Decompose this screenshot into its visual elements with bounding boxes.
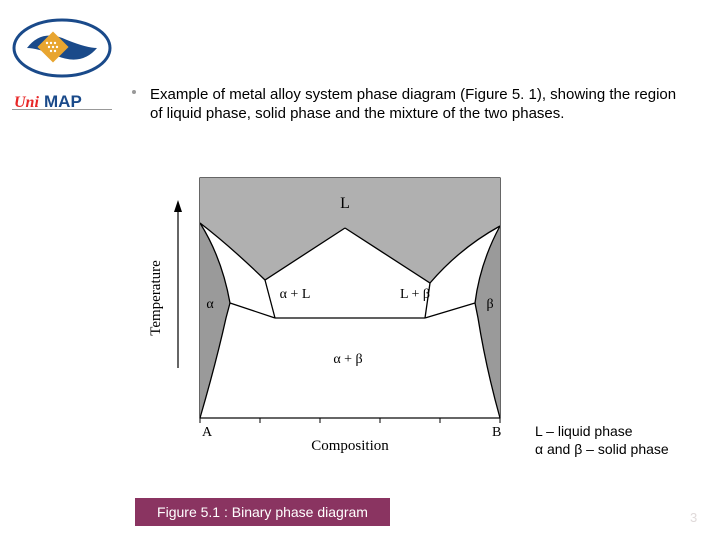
legend: L – liquid phase α and β – solid phase: [535, 422, 669, 458]
alpha-beta-label: α + β: [333, 352, 362, 367]
bullet-icon: [132, 90, 136, 94]
x-axis-label: Composition: [311, 438, 389, 454]
map-text: MAP: [44, 92, 82, 111]
y-axis-label: Temperature: [148, 260, 164, 336]
beta-label: β: [486, 297, 493, 312]
logo-area: Uni MAP: [12, 18, 122, 118]
institution-logo-icon: [12, 18, 112, 78]
phase-diagram: L α β α + L L + β α + β Temperature A B …: [130, 168, 530, 458]
legend-line-2: α and β – solid phase: [535, 440, 669, 458]
page-number: 3: [690, 510, 697, 525]
unimap-logo-icon: Uni MAP: [12, 89, 112, 113]
phase-diagram-svg: L α β α + L L + β α + β Temperature A B …: [130, 168, 530, 458]
liquid-label: L: [340, 195, 350, 212]
alpha-label: α: [206, 297, 214, 312]
x-left-label: A: [202, 425, 213, 440]
figure-caption-text: Figure 5.1 : Binary phase diagram: [157, 504, 368, 520]
description-text: Example of metal alloy system phase diag…: [150, 86, 685, 124]
L-beta-label: L + β: [400, 287, 430, 302]
alpha-L-label: α + L: [280, 287, 311, 302]
legend-line-1: L – liquid phase: [535, 422, 669, 440]
figure-caption-box: Figure 5.1 : Binary phase diagram: [135, 498, 390, 526]
uni-text: Uni: [14, 94, 39, 111]
x-right-label: B: [492, 425, 501, 440]
